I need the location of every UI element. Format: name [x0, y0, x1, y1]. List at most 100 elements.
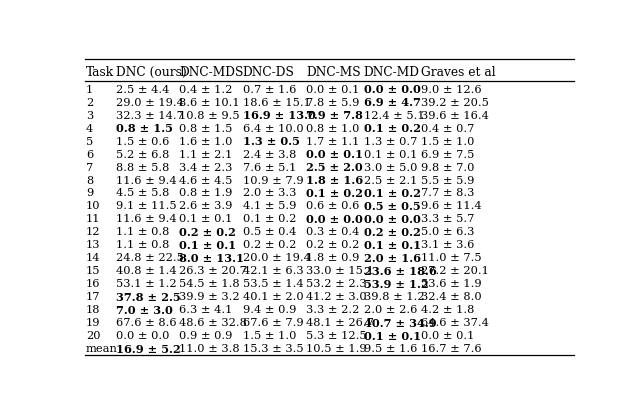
Text: 16: 16: [86, 279, 100, 289]
Text: 6.4 ± 10.0: 6.4 ± 10.0: [243, 123, 303, 133]
Text: 7.8 ± 5.9: 7.8 ± 5.9: [306, 98, 360, 107]
Text: 2.4 ± 3.8: 2.4 ± 3.8: [243, 149, 296, 159]
Text: 0.0 ± 0.0: 0.0 ± 0.0: [306, 213, 363, 224]
Text: 0.9 ± 0.9: 0.9 ± 0.9: [179, 330, 232, 340]
Text: 53.6 ± 1.9: 53.6 ± 1.9: [421, 279, 482, 289]
Text: 11: 11: [86, 214, 100, 224]
Text: 3.3 ± 5.7: 3.3 ± 5.7: [421, 214, 475, 224]
Text: 5.3 ± 12.5: 5.3 ± 12.5: [306, 330, 367, 340]
Text: 2.5 ± 2.0: 2.5 ± 2.0: [306, 162, 363, 173]
Text: 4.6 ± 4.5: 4.6 ± 4.5: [179, 175, 232, 185]
Text: 0.5 ± 0.5: 0.5 ± 0.5: [364, 200, 420, 211]
Text: 15: 15: [86, 266, 100, 276]
Text: 9.8 ± 7.0: 9.8 ± 7.0: [421, 162, 475, 172]
Text: 39.9 ± 3.2: 39.9 ± 3.2: [179, 292, 240, 302]
Text: 0.4 ± 0.7: 0.4 ± 0.7: [421, 123, 475, 133]
Text: 67.6 ± 7.9: 67.6 ± 7.9: [243, 318, 303, 327]
Text: 3.0 ± 5.0: 3.0 ± 5.0: [364, 162, 417, 172]
Text: 2.6 ± 3.9: 2.6 ± 3.9: [179, 201, 232, 211]
Text: 20.0 ± 19.4: 20.0 ± 19.4: [243, 253, 310, 263]
Text: 0.0 ± 0.0: 0.0 ± 0.0: [364, 213, 420, 224]
Text: 16.7 ± 7.6: 16.7 ± 7.6: [421, 343, 482, 353]
Text: 0.0 ± 0.1: 0.0 ± 0.1: [306, 149, 363, 160]
Text: 5: 5: [86, 136, 93, 146]
Text: 2.0 ± 2.6: 2.0 ± 2.6: [364, 305, 417, 314]
Text: 0.4 ± 1.2: 0.4 ± 1.2: [179, 85, 232, 94]
Text: 26.3 ± 20.7: 26.3 ± 20.7: [179, 266, 247, 276]
Text: 0.1 ± 0.1: 0.1 ± 0.1: [364, 239, 421, 250]
Text: 8.8 ± 5.8: 8.8 ± 5.8: [116, 162, 169, 172]
Text: 3.1 ± 3.6: 3.1 ± 3.6: [421, 240, 475, 250]
Text: 1.5 ± 0.6: 1.5 ± 0.6: [116, 136, 169, 146]
Text: 5.2 ± 6.8: 5.2 ± 6.8: [116, 149, 169, 159]
Text: 10.9 ± 7.9: 10.9 ± 7.9: [243, 175, 303, 185]
Text: 1.8 ± 0.9: 1.8 ± 0.9: [306, 253, 360, 263]
Text: 0.8 ± 1.0: 0.8 ± 1.0: [306, 123, 360, 133]
Text: 12.4 ± 5.1: 12.4 ± 5.1: [364, 111, 424, 120]
Text: 0.1 ± 0.1: 0.1 ± 0.1: [179, 239, 236, 250]
Text: 17: 17: [86, 292, 100, 302]
Text: 0.1 ± 0.1: 0.1 ± 0.1: [364, 330, 421, 341]
Text: 3.4 ± 2.3: 3.4 ± 2.3: [179, 162, 232, 172]
Text: 6: 6: [86, 149, 93, 159]
Text: 40.1 ± 2.0: 40.1 ± 2.0: [243, 292, 303, 302]
Text: 11.0 ± 7.5: 11.0 ± 7.5: [421, 253, 482, 263]
Text: 16.9 ± 5.2: 16.9 ± 5.2: [116, 343, 180, 354]
Text: 67.6 ± 8.6: 67.6 ± 8.6: [116, 318, 177, 327]
Text: 11.6 ± 9.4: 11.6 ± 9.4: [116, 214, 177, 224]
Text: DNC-MD: DNC-MD: [364, 65, 420, 78]
Text: 10: 10: [86, 201, 100, 211]
Text: 54.5 ± 1.8: 54.5 ± 1.8: [179, 279, 240, 289]
Text: 8.0 ± 13.1: 8.0 ± 13.1: [179, 252, 244, 263]
Text: 33.0 ± 15.1: 33.0 ± 15.1: [306, 266, 374, 276]
Text: 2.0 ± 1.6: 2.0 ± 1.6: [364, 252, 420, 263]
Text: 1.3 ± 0.7: 1.3 ± 0.7: [364, 136, 417, 146]
Text: 29.0 ± 19.4: 29.0 ± 19.4: [116, 98, 184, 107]
Text: 32.4 ± 8.0: 32.4 ± 8.0: [421, 292, 482, 302]
Text: 9.1 ± 11.5: 9.1 ± 11.5: [116, 201, 177, 211]
Text: 0.1 ± 0.2: 0.1 ± 0.2: [306, 188, 363, 198]
Text: 6.3 ± 4.1: 6.3 ± 4.1: [179, 305, 232, 314]
Text: 7.0 ± 3.0: 7.0 ± 3.0: [116, 304, 173, 315]
Text: 41.2 ± 3.0: 41.2 ± 3.0: [306, 292, 367, 302]
Text: 53.5 ± 1.4: 53.5 ± 1.4: [243, 279, 303, 289]
Text: 48.1 ± 26.7: 48.1 ± 26.7: [306, 318, 374, 327]
Text: 10.5 ± 1.9: 10.5 ± 1.9: [306, 343, 367, 353]
Text: 4: 4: [86, 123, 93, 133]
Text: 1: 1: [86, 85, 93, 94]
Text: 53.2 ± 2.3: 53.2 ± 2.3: [306, 279, 367, 289]
Text: 10.8 ± 9.5: 10.8 ± 9.5: [179, 111, 240, 120]
Text: 0.2 ± 0.2: 0.2 ± 0.2: [243, 240, 296, 250]
Text: 0.0 ± 0.1: 0.0 ± 0.1: [306, 85, 360, 94]
Text: 27.2 ± 20.1: 27.2 ± 20.1: [421, 266, 489, 276]
Text: 1.1 ± 0.8: 1.1 ± 0.8: [116, 227, 169, 237]
Text: 9.0 ± 12.6: 9.0 ± 12.6: [421, 85, 482, 94]
Text: 2: 2: [86, 98, 93, 107]
Text: 2.0 ± 3.3: 2.0 ± 3.3: [243, 188, 296, 198]
Text: 0.1 ± 0.2: 0.1 ± 0.2: [364, 188, 420, 198]
Text: 9.6 ± 11.4: 9.6 ± 11.4: [421, 201, 482, 211]
Text: mean: mean: [86, 343, 118, 353]
Text: 0.2 ± 0.2: 0.2 ± 0.2: [179, 226, 236, 237]
Text: 7.7 ± 8.3: 7.7 ± 8.3: [421, 188, 475, 198]
Text: Task: Task: [86, 65, 114, 78]
Text: DNC-MS: DNC-MS: [306, 65, 361, 78]
Text: 19: 19: [86, 318, 100, 327]
Text: 3.3 ± 2.2: 3.3 ± 2.2: [306, 305, 360, 314]
Text: 0.5 ± 0.4: 0.5 ± 0.4: [243, 227, 296, 237]
Text: 8: 8: [86, 175, 93, 185]
Text: 1.7 ± 1.1: 1.7 ± 1.1: [306, 136, 360, 146]
Text: 39.6 ± 16.4: 39.6 ± 16.4: [421, 111, 489, 120]
Text: 40.7 ± 34.9: 40.7 ± 34.9: [364, 317, 436, 328]
Text: 3: 3: [86, 111, 93, 120]
Text: 0.8 ± 1.5: 0.8 ± 1.5: [116, 123, 173, 134]
Text: 0.3 ± 0.4: 0.3 ± 0.4: [306, 227, 360, 237]
Text: 5.0 ± 6.3: 5.0 ± 6.3: [421, 227, 475, 237]
Text: DNC-DS: DNC-DS: [243, 65, 294, 78]
Text: 15.3 ± 3.5: 15.3 ± 3.5: [243, 343, 303, 353]
Text: 4.1 ± 5.9: 4.1 ± 5.9: [243, 201, 296, 211]
Text: 18: 18: [86, 305, 100, 314]
Text: 18.6 ± 15.1: 18.6 ± 15.1: [243, 98, 310, 107]
Text: 0.2 ± 0.2: 0.2 ± 0.2: [364, 226, 420, 237]
Text: 0.1 ± 0.2: 0.1 ± 0.2: [243, 214, 296, 224]
